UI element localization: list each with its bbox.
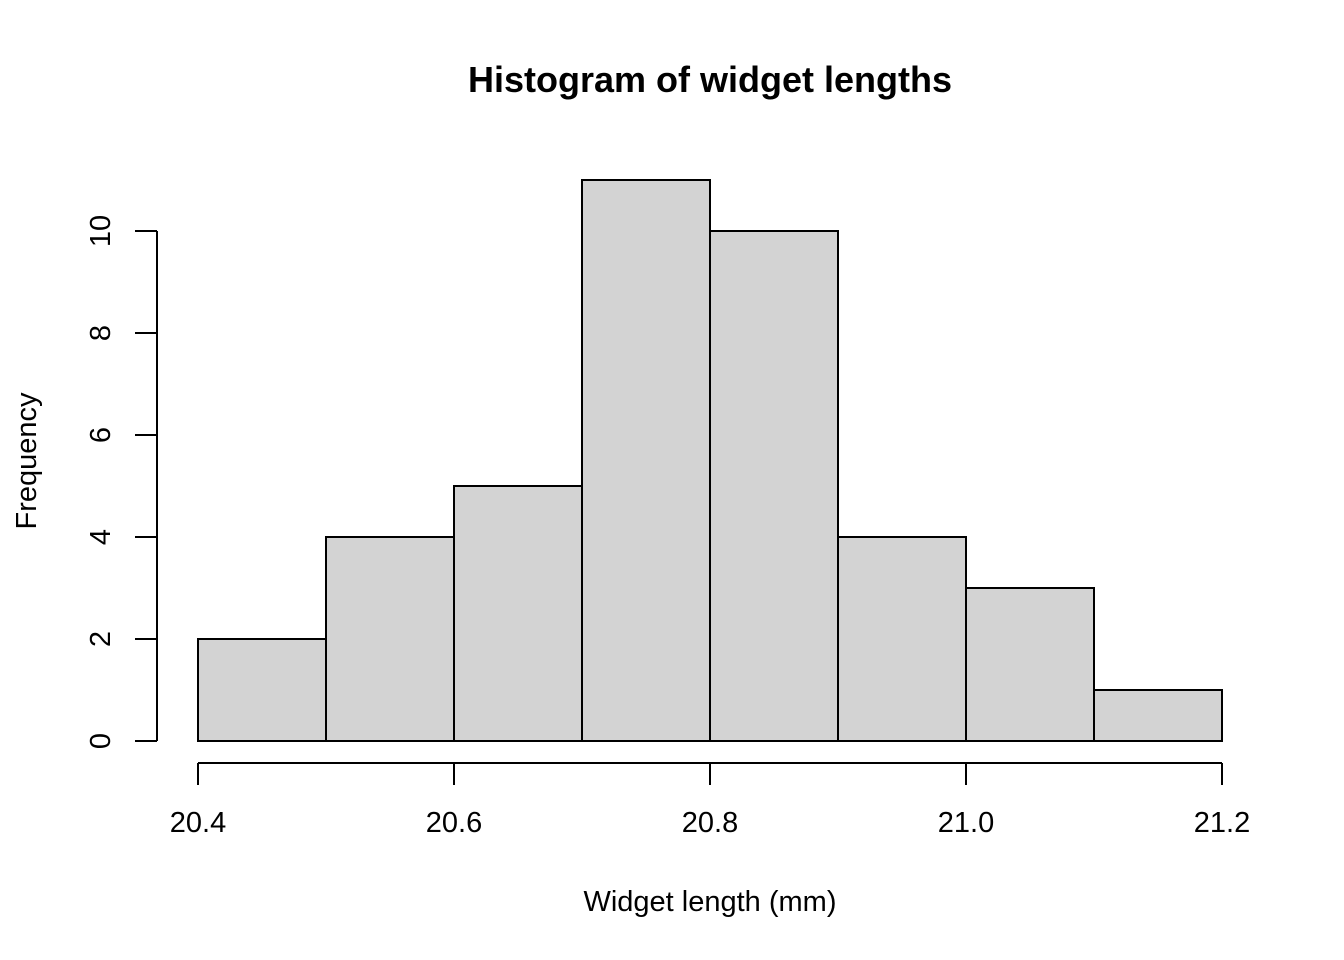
- x-axis: 20.4 20.6 20.8 21.0 21.2: [170, 762, 1250, 839]
- y-axis: 0 2 4 6 8 10: [85, 215, 158, 749]
- x-tick-label: 20.8: [682, 807, 738, 839]
- y-tick-label: 10: [85, 215, 117, 247]
- y-axis-label: Frequency: [11, 392, 43, 530]
- histogram-bar-2: [325, 536, 455, 742]
- y-tick-label: 8: [85, 325, 117, 341]
- y-tick-label: 0: [85, 733, 117, 749]
- y-tick-label: 2: [85, 631, 117, 647]
- histogram-bar-6: [837, 536, 967, 742]
- chart-title: Histogram of widget lengths: [468, 59, 952, 100]
- bars-group: [197, 179, 1223, 742]
- x-tick-label: 20.6: [426, 807, 482, 839]
- x-tick-label: 20.4: [170, 807, 226, 839]
- y-tick-label: 6: [85, 427, 117, 443]
- histogram-bar-8: [1093, 689, 1223, 742]
- histogram-bar-1: [197, 638, 327, 742]
- histogram-bar-3: [453, 485, 583, 742]
- histogram-bar-5: [709, 230, 839, 742]
- y-tick-label: 4: [85, 529, 117, 545]
- x-tick-label: 21.0: [938, 807, 994, 839]
- histogram-bar-4: [581, 179, 711, 742]
- x-tick-label: 21.2: [1194, 807, 1250, 839]
- histogram-bar-7: [965, 587, 1095, 742]
- x-axis-label: Widget length (mm): [583, 886, 836, 918]
